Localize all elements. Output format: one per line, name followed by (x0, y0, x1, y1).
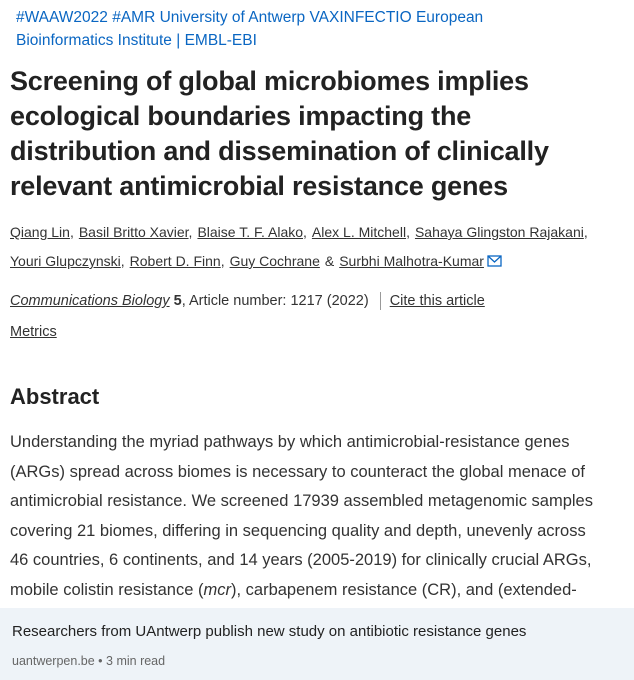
abstract-line: 46 countries, 6 continents, and 14 years… (10, 551, 592, 569)
author-link: Robert D. Finn (129, 253, 221, 269)
text: ), carbapenem resistance (CR), and (exte… (231, 580, 577, 599)
abstract-line: (ARGs) spread across biomes is necessary… (10, 462, 586, 481)
abstract: Understanding the myriad pathways by whi… (10, 428, 593, 605)
separator: , (220, 253, 225, 269)
separator: , (303, 224, 307, 240)
author-link: Alex L. Mitchell (311, 224, 407, 240)
abstract-line: mobile colistin resistance (mcr), carbap… (10, 576, 593, 606)
author-link: Blaise T. F. Alako (197, 224, 304, 240)
journal-line: Communications Biology 5, Article number… (10, 292, 485, 310)
divider (379, 292, 381, 310)
author-link: Sahaya Glingston Rajakani (414, 224, 584, 240)
abstract-line: Understanding the myriad pathways by whi… (10, 433, 570, 451)
separator: , (120, 253, 125, 269)
author-link: Qiang Lin (10, 224, 70, 240)
post-text[interactable]: #WAAW2022 #AMR University of Antwerp VAX… (16, 9, 484, 49)
link-meta: uantwerpen.be • 3 min read (12, 654, 166, 668)
author-line: Qiang Lin, Basil Britto Xavier, Blaise T. … (10, 218, 593, 247)
link-title[interactable]: Researchers from UAntwerp publish new st… (12, 623, 527, 640)
abstract-line: covering 21 biomes, differing in sequenc… (10, 521, 586, 540)
journal-link: Communications Biology (10, 293, 170, 309)
separator: , (583, 224, 588, 240)
link-card[interactable]: Researchers from UAntwerp publish new st… (0, 608, 634, 680)
abstract-line: antimicrobial resistance. We screened 17… (10, 492, 593, 510)
italic-text: mcr (203, 580, 232, 599)
journal: Communications Biology (10, 292, 170, 309)
separator: , (406, 224, 410, 240)
email-icon (487, 255, 502, 267)
article-image[interactable]: Screening of global microbiomes implies … (0, 56, 634, 608)
title-line: ecological boundaries impacting the (10, 101, 472, 131)
separator: , (188, 224, 193, 240)
article-number: , Article number: 1217 (2022) (181, 292, 369, 309)
title-line: Screening of global microbiomes implies (10, 66, 529, 96)
metrics-link: Metrics (10, 324, 57, 340)
author-link: Guy Cochrane (229, 253, 320, 269)
cite-link: Cite this article (389, 292, 485, 309)
title-line: distribution and dissemination of clinic… (10, 136, 549, 166)
author-link: Surbhi Malhotra-Kumar (339, 253, 484, 269)
author-link: Basil Britto Xavier (78, 224, 189, 240)
conjunction: & (324, 253, 335, 269)
volume: 5 (173, 292, 182, 309)
separator: , (69, 224, 74, 240)
article-title: Screening of global microbiomes implies … (10, 64, 549, 204)
author-list: Qiang Lin, Basil Britto Xavier, Blaise T. … (10, 218, 593, 276)
author-line: Youri Glupczynski, Robert D. Finn, Guy Coc… (10, 247, 593, 276)
abstract-heading: Abstract (10, 384, 100, 409)
title-line: relevant antimicrobial resistance genes (10, 171, 508, 201)
metrics-line: Metrics (10, 324, 57, 340)
text: mobile colistin resistance ( (10, 580, 204, 599)
author-link: Youri Glupczynski (10, 253, 121, 269)
